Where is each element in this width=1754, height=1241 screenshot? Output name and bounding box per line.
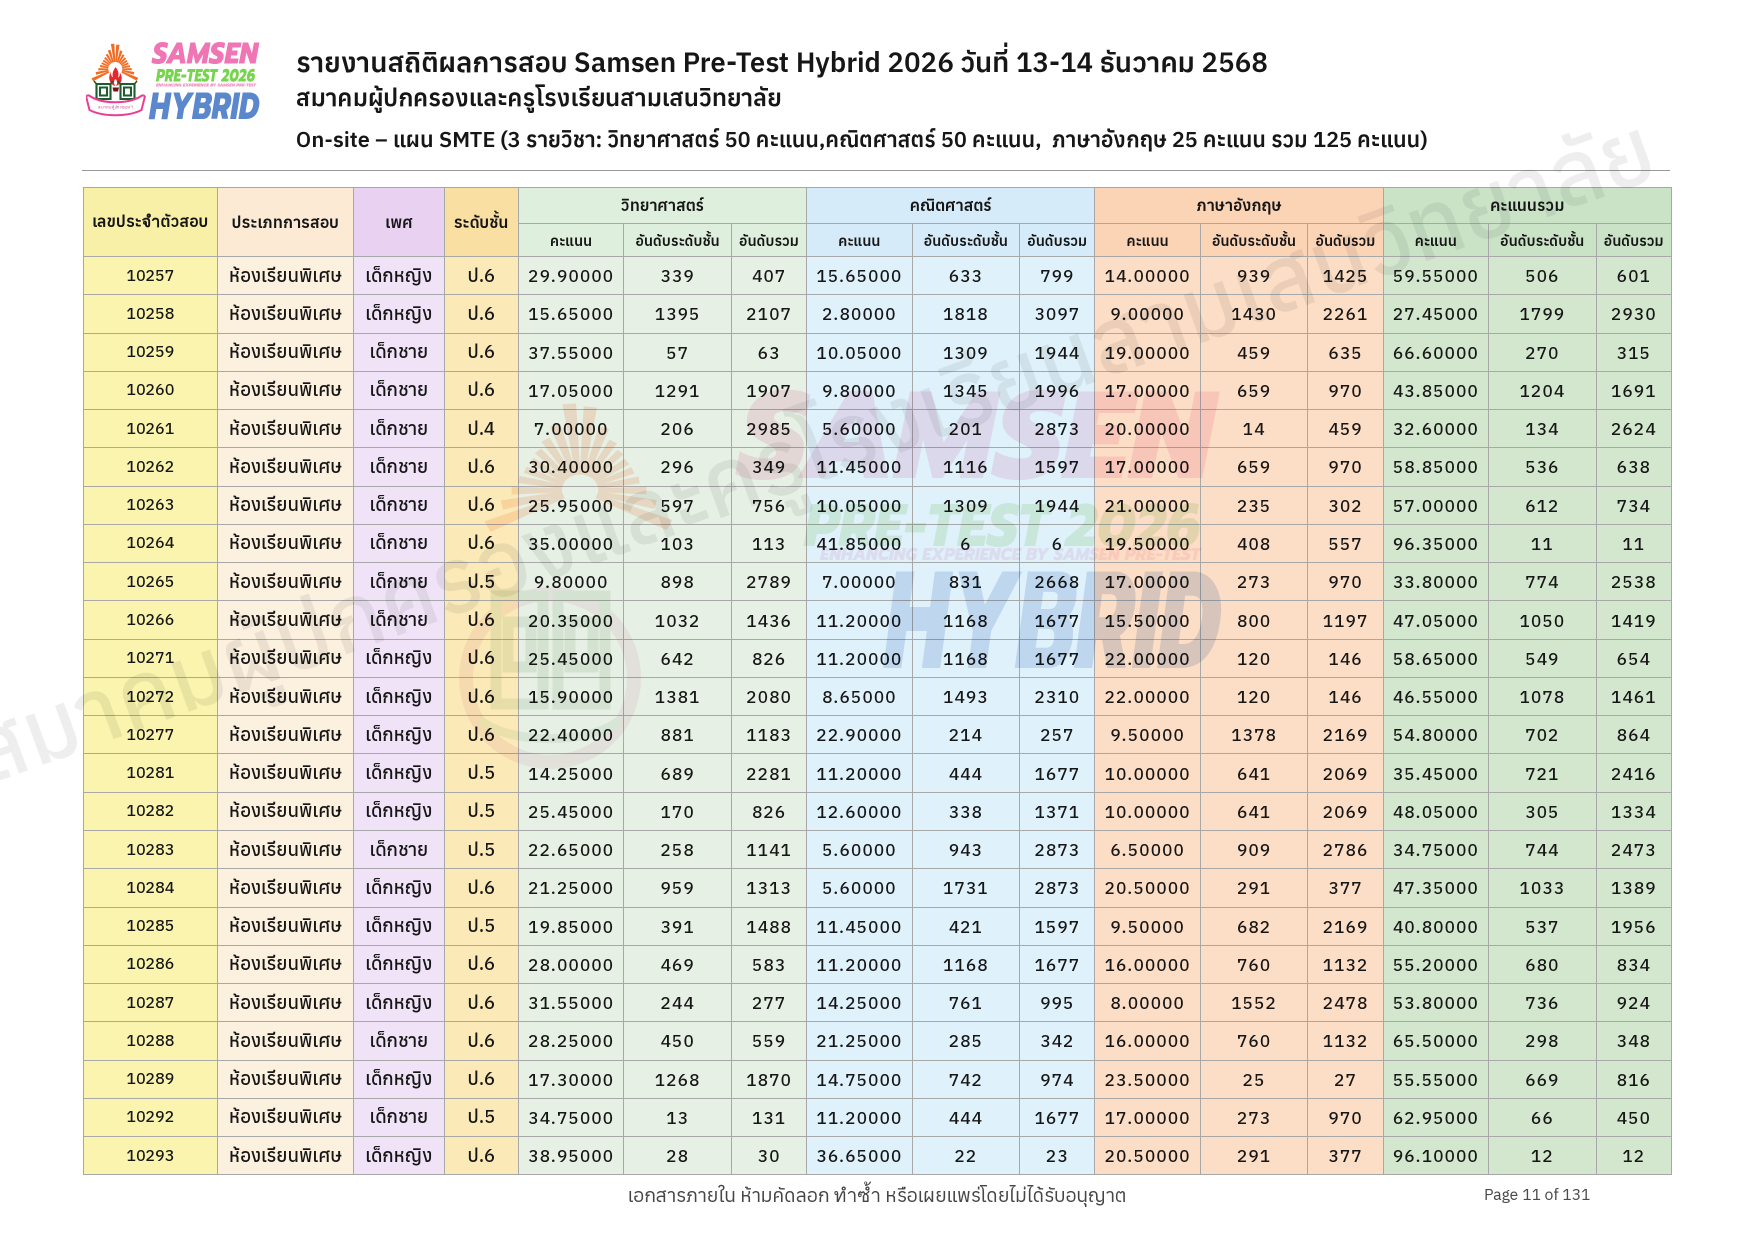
svg-text:PRE-TEST 2026: PRE-TEST 2026	[803, 482, 1200, 572]
svg-text:สมาคมผู้ปกครองฯ: สมาคมผู้ปกครองฯ	[98, 105, 133, 111]
svg-text:SAMSEN: SAMSEN	[151, 36, 260, 77]
svg-text:SAMSEN: SAMSEN	[735, 344, 1220, 531]
svg-text:PRE-TEST 2026: PRE-TEST 2026	[155, 62, 255, 90]
svg-text:HYBRID: HYBRID	[883, 519, 1222, 727]
svg-text:ENHANCING EXPERIENCE BY SAMSEN: ENHANCING EXPERIENCE BY SAMSEN PRE-TEST	[819, 542, 1202, 568]
svg-text:ENHANCING EXPERIENCE BY SAMSEN: ENHANCING EXPERIENCE BY SAMSEN PRE-TEST	[155, 82, 257, 89]
